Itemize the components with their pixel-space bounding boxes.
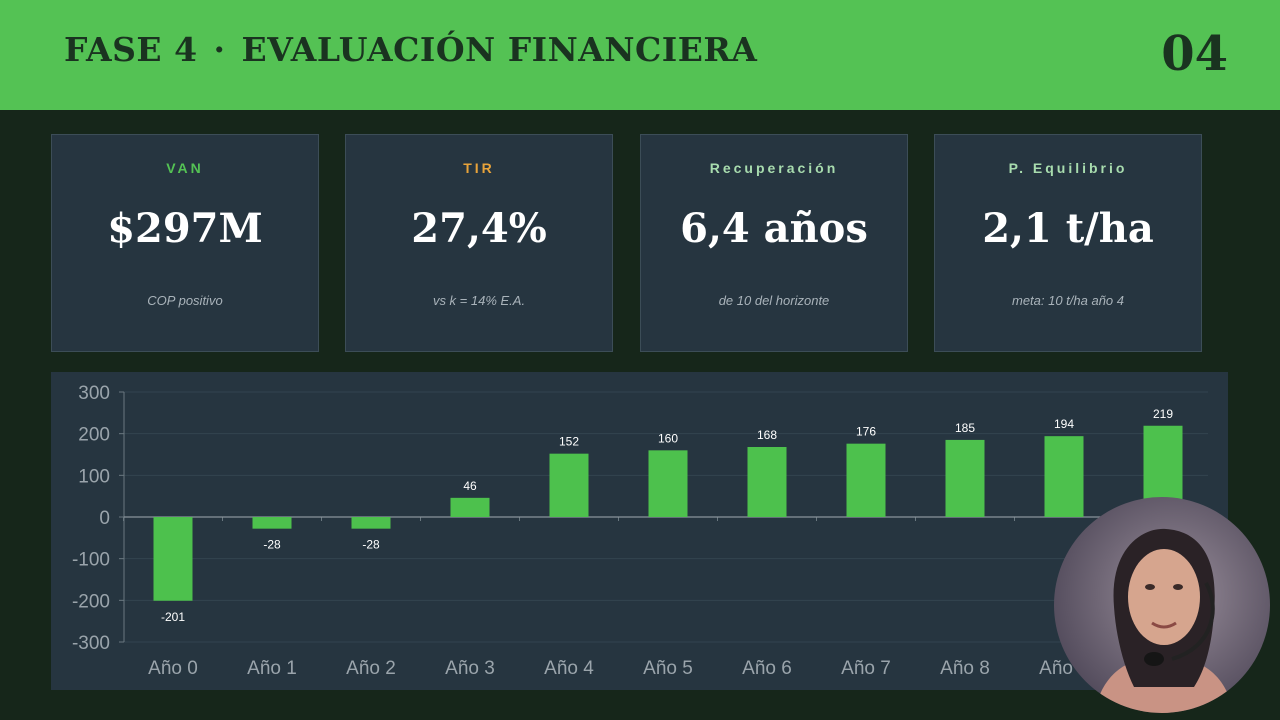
x-tick-label: Año 8 [940,658,990,679]
kpi-label: VAN [166,160,204,176]
data-label: 168 [757,428,777,442]
y-tick-label: -100 [72,550,110,571]
data-label: 152 [559,435,579,449]
kpi-card-tir: TIR 27,4% vs k = 14% E.A. [345,134,613,352]
kpi-card-recuperacion: Recuperación 6,4 años de 10 del horizont… [640,134,908,352]
y-tick-label: 0 [99,508,110,529]
data-label: -28 [362,538,380,552]
title-separator: · [213,30,226,69]
data-label: 160 [658,431,678,445]
data-label: 176 [856,425,876,439]
presenter-webcam [1054,497,1270,713]
cash-flow-chart: 300 200 100 0 -100 -200 -300 -201 -28 -28 46 152 160… [51,372,1228,690]
header-bar: FASE 4 · EVALUACIÓN FINANCIERA 04 [0,0,1280,110]
kpi-note: COP positivo [147,293,223,308]
kpi-note: de 10 del horizonte [718,293,830,308]
bar [351,517,391,529]
kpi-label: P. Equilibrio [1008,160,1128,176]
data-label: 219 [1153,407,1173,421]
slide-title: FASE 4 · EVALUACIÓN FINANCIERA [64,30,757,69]
x-tick-label: Año 1 [247,658,297,679]
kpi-value: 27,4% [411,205,547,252]
y-tick-label: 300 [78,383,110,404]
x-tick-label: Año 0 [148,658,198,679]
y-tick-label: -300 [72,633,110,654]
kpi-note: meta: 10 t/ha año 4 [1011,293,1125,308]
kpi-value: 2,1 t/ha [982,205,1154,252]
bar [747,447,787,517]
bar [945,439,985,517]
kpi-value: 6,4 años [680,205,868,252]
bar-chart-svg: 300 200 100 0 -100 -200 -300 -201 -28 -28 46 152 160… [72,383,1208,679]
y-tick-label: 200 [78,425,110,446]
bar [648,450,688,517]
bar [153,517,193,601]
bar [846,443,886,517]
presenter-silhouette [1094,528,1234,713]
x-tick-label: Año 5 [643,658,693,679]
kpi-value: $297M [107,205,263,252]
bar [549,453,589,517]
kpi-card-equilibrio: P. Equilibrio 2,1 t/ha meta: 10 t/ha año… [934,134,1202,352]
bar [450,497,490,517]
x-tick-label: Año 7 [841,658,891,679]
x-tick-label: Año 2 [346,658,396,679]
kpi-card-van: VAN $297M COP positivo [51,134,319,352]
phase-label: FASE 4 [64,30,198,69]
data-label: 46 [463,479,477,493]
x-tick-label: Año 4 [544,658,594,679]
section-title: EVALUACIÓN FINANCIERA [241,30,758,69]
y-tick-label: -200 [72,591,110,612]
bar [1044,436,1084,517]
y-tick-label: 100 [78,466,110,487]
kpi-note: vs k = 14% E.A. [432,293,526,308]
data-label: -201 [161,610,185,624]
x-tick-label: Año 3 [445,658,495,679]
data-label: -28 [263,538,281,552]
kpi-label: TIR [463,160,495,176]
slide-number: 04 [1161,26,1228,82]
data-label: 185 [955,421,975,435]
bar [252,517,292,529]
kpi-label: Recuperación [709,160,839,176]
x-tick-label: Año 6 [742,658,792,679]
data-label: 194 [1054,417,1074,431]
